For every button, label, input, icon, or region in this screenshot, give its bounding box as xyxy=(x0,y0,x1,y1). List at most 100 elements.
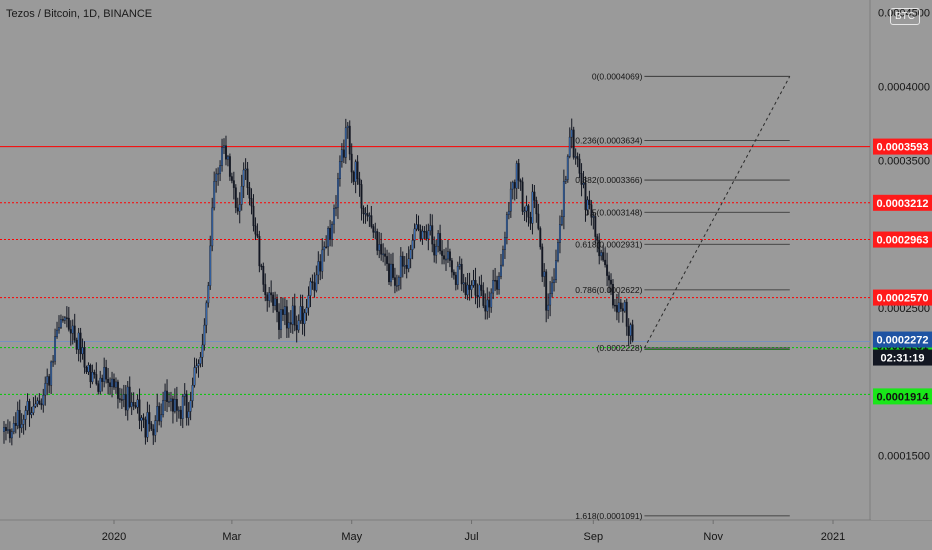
candle xyxy=(350,143,353,184)
candle-body xyxy=(580,173,583,185)
candle-body xyxy=(179,409,182,419)
candle xyxy=(568,127,571,159)
candle-body xyxy=(44,383,47,396)
candle-body xyxy=(63,317,66,321)
candle-body xyxy=(490,292,493,308)
candle-body xyxy=(52,360,55,363)
fib-level-label: 0.382(0.0003366) xyxy=(575,175,642,185)
candle xyxy=(16,401,19,430)
candle-body xyxy=(14,423,17,426)
candle xyxy=(164,383,167,412)
candle xyxy=(297,314,300,333)
candle xyxy=(274,291,277,311)
candle-body xyxy=(523,210,526,213)
candle-body xyxy=(54,336,57,362)
candle-body xyxy=(280,309,282,330)
price-tick-label: 0.0004000 xyxy=(878,82,930,94)
candle-body xyxy=(395,285,398,287)
candle-body xyxy=(525,205,528,212)
candle-body xyxy=(498,276,500,290)
candle-body xyxy=(73,325,76,341)
candle-body xyxy=(382,253,385,256)
candle xyxy=(474,267,477,305)
candle-body xyxy=(46,376,49,384)
time-axis[interactable]: 2020 Mar May Jul Sep Nov 2021 xyxy=(102,520,845,543)
candle-body xyxy=(409,249,412,260)
candle xyxy=(14,412,17,434)
countdown-label-text: 02:31:19 xyxy=(880,353,924,365)
candle-body xyxy=(248,187,251,199)
candle xyxy=(193,357,196,388)
candle-body xyxy=(582,183,585,185)
candle xyxy=(281,297,284,322)
candle xyxy=(360,179,363,221)
candle-body xyxy=(484,305,487,312)
candle xyxy=(291,297,294,334)
candle-body xyxy=(323,246,326,251)
level-price-label-text: 0.0003212 xyxy=(877,198,929,210)
candle-body xyxy=(403,264,406,267)
candle xyxy=(437,230,440,253)
candle xyxy=(101,374,104,392)
candle-body xyxy=(297,320,300,331)
candle-body xyxy=(148,412,151,425)
candle-body xyxy=(242,169,245,187)
level-price-label: 0.0002570 xyxy=(873,289,932,306)
candle-body xyxy=(502,249,504,266)
candle xyxy=(476,283,479,309)
candle-body xyxy=(32,406,35,413)
candle xyxy=(12,416,15,435)
candle xyxy=(340,143,343,168)
candle xyxy=(447,239,449,264)
candlesticks xyxy=(3,118,634,446)
fib-level-label: (0.0002228) xyxy=(597,343,643,353)
candle-body xyxy=(476,295,479,298)
candle-body xyxy=(5,427,7,431)
candle-body xyxy=(450,260,453,273)
candle-body xyxy=(535,200,538,215)
fibonacci-retracement[interactable]: 0(0.0004069) 0.236(0.0003634) 0.382(0.0003… xyxy=(575,71,791,521)
candle xyxy=(187,402,190,426)
candle-body xyxy=(128,386,131,408)
candle-body xyxy=(305,307,308,314)
candle xyxy=(63,316,66,324)
candle-body xyxy=(18,409,21,429)
level-price-label-bg xyxy=(873,138,932,155)
candle-body xyxy=(189,400,192,412)
candle-body xyxy=(608,275,611,281)
candle xyxy=(85,365,88,374)
candle-body xyxy=(89,364,92,383)
price-axis[interactable]: 0.00045000.00040000.00035000.00025000.00… xyxy=(871,0,932,520)
candle xyxy=(335,195,337,217)
candle-body xyxy=(558,224,561,243)
candle-body xyxy=(480,284,483,291)
candle-body xyxy=(576,156,579,160)
candle xyxy=(427,223,430,251)
candle xyxy=(240,174,243,211)
candle-body xyxy=(374,231,377,233)
candle-body xyxy=(435,246,438,256)
candle xyxy=(264,273,267,302)
candle-body xyxy=(352,171,355,182)
candle-body xyxy=(36,400,39,405)
candle-body xyxy=(606,264,609,276)
candle xyxy=(401,251,404,278)
candle-body xyxy=(171,398,174,412)
candle-body xyxy=(124,394,127,411)
candle-body xyxy=(193,367,196,386)
candle xyxy=(205,300,208,334)
candle xyxy=(462,273,465,293)
candle-body xyxy=(458,263,461,267)
candle-body xyxy=(496,280,499,290)
countdown-label-bg xyxy=(873,349,932,366)
candle-body xyxy=(173,398,176,412)
candle-body xyxy=(166,390,168,402)
currency-button[interactable]: BTC xyxy=(890,8,920,25)
candle xyxy=(219,160,222,182)
candle xyxy=(256,223,259,239)
candle xyxy=(370,205,373,229)
candle xyxy=(83,341,86,374)
last-price-label-bg xyxy=(873,331,932,348)
